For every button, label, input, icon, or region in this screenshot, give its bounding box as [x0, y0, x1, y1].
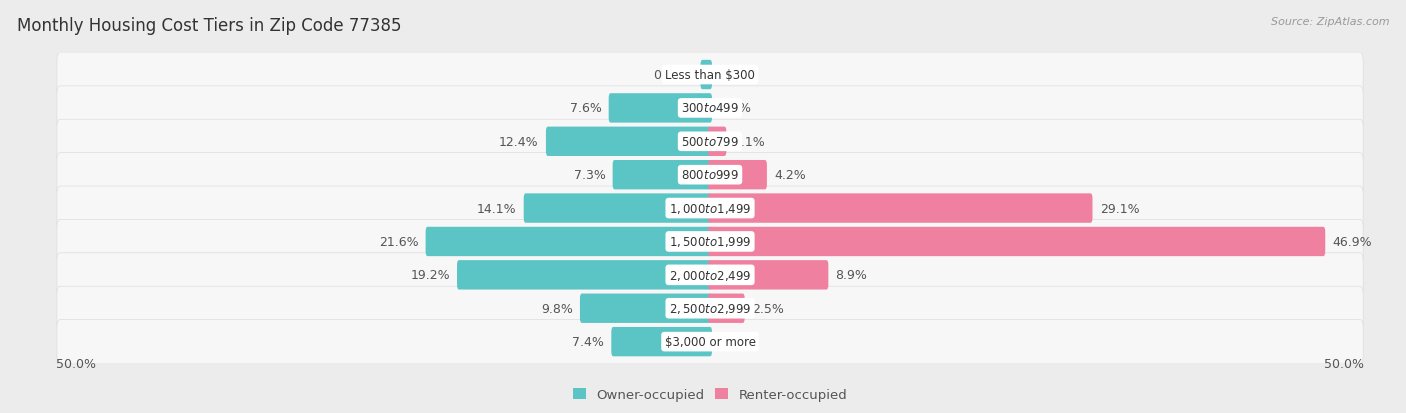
FancyBboxPatch shape: [709, 227, 1326, 256]
Text: 46.9%: 46.9%: [1333, 235, 1372, 248]
Text: 4.2%: 4.2%: [775, 169, 806, 182]
Text: 1.1%: 1.1%: [734, 135, 765, 148]
FancyBboxPatch shape: [613, 161, 711, 190]
FancyBboxPatch shape: [56, 220, 1364, 264]
FancyBboxPatch shape: [56, 253, 1364, 297]
FancyBboxPatch shape: [700, 61, 711, 90]
FancyBboxPatch shape: [609, 94, 711, 123]
FancyBboxPatch shape: [56, 153, 1364, 197]
Text: $1,500 to $1,999: $1,500 to $1,999: [669, 235, 751, 249]
Text: 19.2%: 19.2%: [411, 269, 450, 282]
FancyBboxPatch shape: [709, 261, 828, 290]
Text: $500 to $799: $500 to $799: [681, 135, 740, 148]
Text: 0.0%: 0.0%: [720, 102, 751, 115]
Text: 2.5%: 2.5%: [752, 302, 783, 315]
FancyBboxPatch shape: [56, 53, 1364, 97]
FancyBboxPatch shape: [709, 294, 745, 323]
Text: 7.3%: 7.3%: [574, 169, 606, 182]
Text: $300 to $499: $300 to $499: [681, 102, 740, 115]
Text: 7.4%: 7.4%: [572, 335, 605, 348]
Text: 29.1%: 29.1%: [1099, 202, 1139, 215]
Text: 7.6%: 7.6%: [569, 102, 602, 115]
Text: $800 to $999: $800 to $999: [681, 169, 740, 182]
Text: $2,500 to $2,999: $2,500 to $2,999: [669, 301, 751, 316]
Text: $1,000 to $1,499: $1,000 to $1,499: [669, 202, 751, 216]
FancyBboxPatch shape: [56, 287, 1364, 330]
FancyBboxPatch shape: [709, 161, 766, 190]
FancyBboxPatch shape: [56, 120, 1364, 164]
Text: Monthly Housing Cost Tiers in Zip Code 77385: Monthly Housing Cost Tiers in Zip Code 7…: [17, 17, 401, 34]
Text: 0.0%: 0.0%: [720, 69, 751, 82]
Legend: Owner-occupied, Renter-occupied: Owner-occupied, Renter-occupied: [567, 383, 853, 406]
FancyBboxPatch shape: [457, 261, 711, 290]
Text: 50.0%: 50.0%: [56, 357, 96, 370]
Text: $2,000 to $2,499: $2,000 to $2,499: [669, 268, 751, 282]
Text: $3,000 or more: $3,000 or more: [665, 335, 755, 348]
FancyBboxPatch shape: [709, 127, 727, 157]
Text: 8.9%: 8.9%: [835, 269, 868, 282]
Text: 50.0%: 50.0%: [1324, 357, 1364, 370]
Text: 21.6%: 21.6%: [378, 235, 419, 248]
Text: 12.4%: 12.4%: [499, 135, 538, 148]
FancyBboxPatch shape: [426, 227, 711, 256]
Text: 0.0%: 0.0%: [720, 335, 751, 348]
Text: 0.58%: 0.58%: [654, 69, 693, 82]
Text: 14.1%: 14.1%: [477, 202, 516, 215]
Text: 9.8%: 9.8%: [541, 302, 572, 315]
Text: Less than $300: Less than $300: [665, 69, 755, 82]
FancyBboxPatch shape: [579, 294, 711, 323]
FancyBboxPatch shape: [523, 194, 711, 223]
FancyBboxPatch shape: [56, 320, 1364, 364]
Text: Source: ZipAtlas.com: Source: ZipAtlas.com: [1271, 17, 1389, 26]
FancyBboxPatch shape: [56, 87, 1364, 131]
FancyBboxPatch shape: [612, 327, 711, 356]
FancyBboxPatch shape: [56, 187, 1364, 230]
FancyBboxPatch shape: [546, 127, 711, 157]
FancyBboxPatch shape: [709, 194, 1092, 223]
